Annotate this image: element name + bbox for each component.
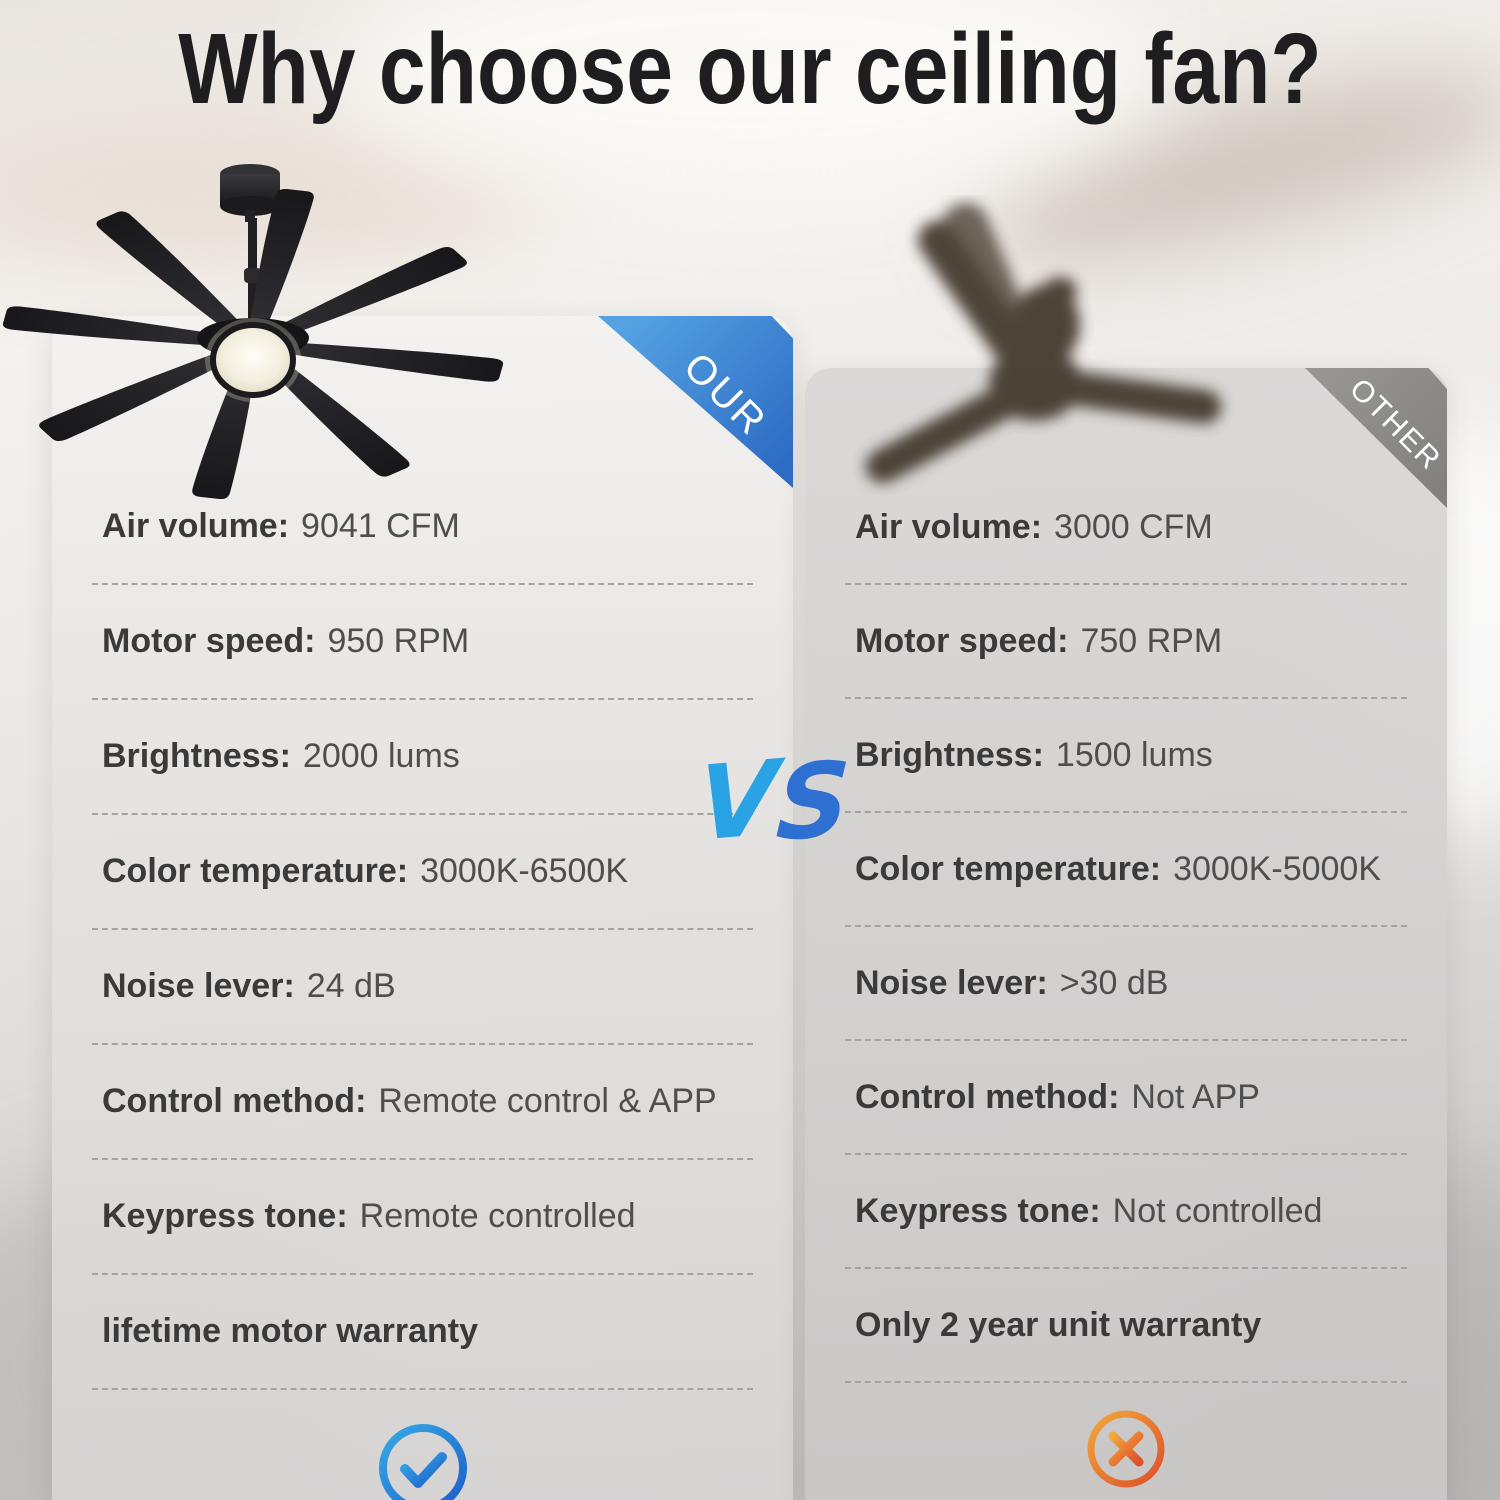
spec-row-warranty: Only 2 year unit warranty	[845, 1269, 1407, 1383]
spec-label: Motor speed:	[102, 622, 316, 660]
spec-value: Not controlled	[1112, 1191, 1323, 1230]
spec-value: 2000 lums	[302, 737, 460, 775]
spec-label: Color temperature:	[102, 852, 409, 890]
spec-row-color-temperature: Color temperature: 3000K-6500K	[92, 815, 753, 930]
spec-value: Remote control & APP	[378, 1082, 717, 1120]
our-spec-list: Air volume: 9041 CFM Motor speed: 950 RP…	[52, 316, 793, 1390]
spec-row-motor-speed: Motor speed: 950 RPM	[92, 585, 753, 700]
spec-label: Brightness:	[855, 735, 1044, 774]
spec-value: Remote controlled	[359, 1197, 636, 1235]
spec-row-motor-speed: Motor speed: 750 RPM	[845, 585, 1407, 699]
spec-row-keypress-tone: Keypress tone: Remote controlled	[92, 1160, 753, 1275]
spec-value: 1500 lums	[1055, 735, 1213, 774]
spec-row-keypress-tone: Keypress tone: Not controlled	[845, 1155, 1407, 1269]
spec-row-control-method: Control method: Remote control & APP	[92, 1045, 753, 1160]
our-fan-card: Air volume: 9041 CFM Motor speed: 950 RP…	[52, 316, 793, 1500]
spec-value: 9041 CFM	[301, 507, 460, 545]
spec-label: lifetime motor warranty	[102, 1312, 478, 1350]
x-circle-icon	[1087, 1410, 1165, 1488]
fan-downrod	[220, 164, 280, 330]
spec-row-warranty: lifetime motor warranty	[92, 1275, 753, 1390]
spec-label: Keypress tone:	[102, 1197, 348, 1235]
spec-label: Only 2 year unit warranty	[855, 1305, 1262, 1344]
spec-row-brightness: Brightness: 2000 lums	[92, 700, 753, 815]
spec-row-control-method: Control method: Not APP	[845, 1041, 1407, 1155]
spec-row-noise-level: Noise lever: >30 dB	[845, 927, 1407, 1041]
spec-value: 950 RPM	[327, 622, 470, 660]
spec-label: Keypress tone:	[855, 1191, 1101, 1230]
spec-label: Brightness:	[102, 737, 291, 775]
page-title: Why choose our ceiling fan?	[178, 13, 1322, 125]
spec-value: 24 dB	[306, 967, 396, 1005]
spec-value: 750 RPM	[1080, 621, 1223, 660]
spec-value: 3000K-5000K	[1173, 849, 1382, 888]
spec-label: Control method:	[855, 1077, 1120, 1116]
spec-row-brightness: Brightness: 1500 lums	[845, 699, 1407, 813]
other-fan-card: Air volume: 3000 CFM Motor speed: 750 RP…	[805, 368, 1447, 1500]
spec-row-air-volume: Air volume: 9041 CFM	[92, 470, 753, 585]
spec-label: Air volume:	[855, 507, 1043, 546]
spec-value: 3000K-6500K	[420, 852, 629, 890]
spec-label: Motor speed:	[855, 621, 1069, 660]
check-circle-icon	[378, 1424, 467, 1500]
spec-label: Control method:	[102, 1082, 367, 1120]
spec-row-color-temperature: Color temperature: 3000K-5000K	[845, 813, 1407, 927]
background-blur-blob	[0, 120, 560, 270]
vs-label: VS	[695, 738, 853, 866]
spec-label: Noise lever:	[855, 963, 1048, 1002]
spec-label: Air volume:	[102, 507, 290, 545]
spec-row-air-volume: Air volume: 3000 CFM	[845, 471, 1407, 585]
spec-label: Color temperature:	[855, 849, 1162, 888]
spec-value: 3000 CFM	[1054, 507, 1213, 546]
spec-value: Not APP	[1131, 1077, 1260, 1116]
spec-label: Noise lever:	[102, 967, 295, 1005]
spec-value: >30 dB	[1059, 963, 1169, 1002]
our-result	[52, 1420, 793, 1500]
other-spec-list: Air volume: 3000 CFM Motor speed: 750 RP…	[805, 368, 1447, 1383]
other-result	[805, 1407, 1447, 1491]
spec-row-noise-level: Noise lever: 24 dB	[92, 930, 753, 1045]
